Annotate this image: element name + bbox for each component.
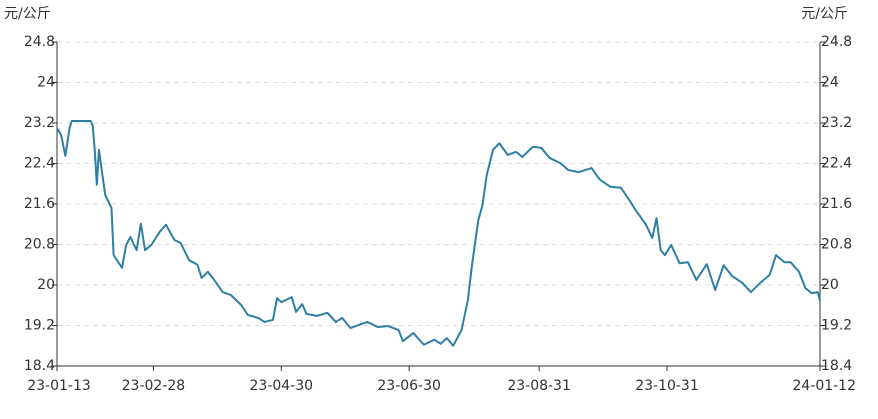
x-tick-label: 24-01-12: [792, 378, 856, 394]
y-axis-label: 元/公斤: [4, 6, 51, 22]
x-tick-label: 23-08-31: [507, 378, 571, 394]
y2-tick-label: 22.4: [821, 156, 852, 172]
y-tick-label: 18.4: [24, 358, 55, 374]
y2-tick-label: 21.6: [821, 196, 852, 212]
y-tick-label: 24: [37, 75, 55, 91]
y2-tick-label: 24: [821, 75, 839, 91]
y-tick-label: 22.4: [24, 156, 55, 172]
y2-axis-label: 元/公斤: [801, 6, 848, 22]
y2-tick-label: 24.8: [821, 34, 852, 50]
y-tick-label: 19.2: [24, 318, 55, 334]
y2-tick-label: 20.8: [821, 237, 852, 253]
x-tick-label: 23-06-30: [377, 378, 441, 394]
y-tick-label: 21.6: [24, 196, 55, 212]
y2-tick-label: 19.2: [821, 318, 852, 334]
y-tick-label: 23.2: [24, 115, 55, 131]
price-line: [56, 119, 821, 347]
y2-tick-label: 20: [821, 277, 839, 293]
x-tick-label: 23-02-28: [122, 378, 186, 394]
x-tick-label: 23-10-31: [635, 378, 699, 394]
x-tick-label: 23-01-13: [27, 378, 91, 394]
x-tick-label: 23-04-30: [250, 378, 314, 394]
y-tick-label: 20.8: [24, 237, 55, 253]
y-tick-label: 24.8: [24, 34, 55, 50]
y2-tick-label: 23.2: [821, 115, 852, 131]
y-tick-label: 20: [37, 277, 55, 293]
y2-tick-label: 18.4: [821, 358, 852, 374]
